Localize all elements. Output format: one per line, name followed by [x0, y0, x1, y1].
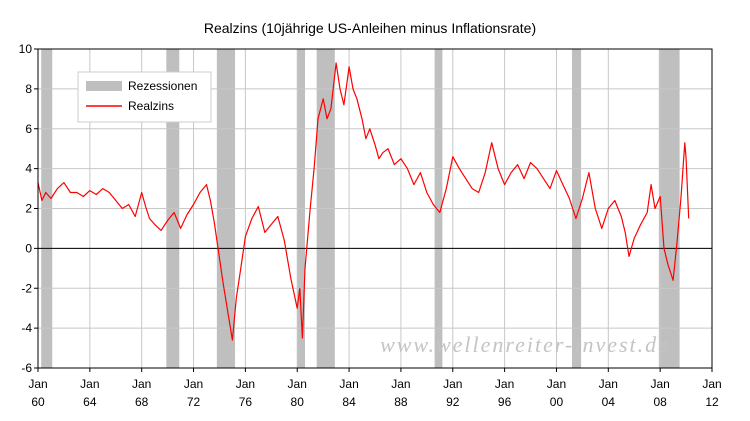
x-tick-label-year: 08	[653, 395, 667, 409]
x-tick-label-year: 80	[291, 395, 305, 409]
y-tick-label: 8	[25, 82, 32, 96]
x-tick-label-month: Jan	[599, 377, 618, 391]
x-tick-label-month: Jan	[28, 377, 47, 391]
x-tick-label-month: Jan	[80, 377, 99, 391]
y-tick-label: -4	[21, 321, 32, 335]
chart-title: Realzins (10jährige US-Anleihen minus In…	[204, 20, 536, 36]
series-line-realzins	[37, 62, 690, 341]
y-tick-label: -6	[21, 361, 32, 375]
legend-label-rezessionen: Rezessionen	[128, 79, 197, 93]
legend-swatch-rezessionen	[86, 81, 122, 91]
y-tick-label: 10	[19, 42, 33, 56]
legend-label-realzins: Realzins	[128, 99, 174, 113]
x-tick-label-year: 00	[550, 395, 564, 409]
x-tick-label-month: Jan	[443, 377, 462, 391]
x-tick-label-year: 76	[239, 395, 253, 409]
x-tick-label-year: 92	[446, 395, 460, 409]
y-tick-label: 4	[25, 162, 32, 176]
x-tick-label-year: 60	[31, 395, 45, 409]
x-tick-label-month: Jan	[236, 377, 255, 391]
x-tick-label-year: 68	[135, 395, 149, 409]
y-tick-label: 6	[25, 122, 32, 136]
x-tick-label-month: Jan	[339, 377, 358, 391]
y-tick-label: 0	[25, 241, 32, 255]
x-tick-label-month: Jan	[547, 377, 566, 391]
x-tick-label-month: Jan	[288, 377, 307, 391]
y-tick-label: 2	[25, 202, 32, 216]
x-tick-label-month: Jan	[495, 377, 514, 391]
x-tick-label-year: 96	[498, 395, 512, 409]
x-tick-label-year: 84	[342, 395, 356, 409]
watermark: www.wellenreiter-invest.de	[380, 332, 670, 357]
x-tick-label-year: 64	[83, 395, 97, 409]
x-tick-label-month: Jan	[391, 377, 410, 391]
legend-box	[77, 71, 212, 123]
x-tick-label-month: Jan	[650, 377, 669, 391]
x-tick-label-month: Jan	[132, 377, 151, 391]
x-tick-label-year: 72	[187, 395, 201, 409]
x-tick-label-month: Jan	[184, 377, 203, 391]
x-tick-label-month: Jan	[702, 377, 721, 391]
x-tick-label-year: 04	[602, 395, 616, 409]
x-tick-label-year: 88	[394, 395, 408, 409]
x-tick-label-year: 12	[705, 395, 719, 409]
y-tick-label: -2	[21, 281, 32, 295]
legend: Rezessionen Realzins	[77, 71, 212, 123]
